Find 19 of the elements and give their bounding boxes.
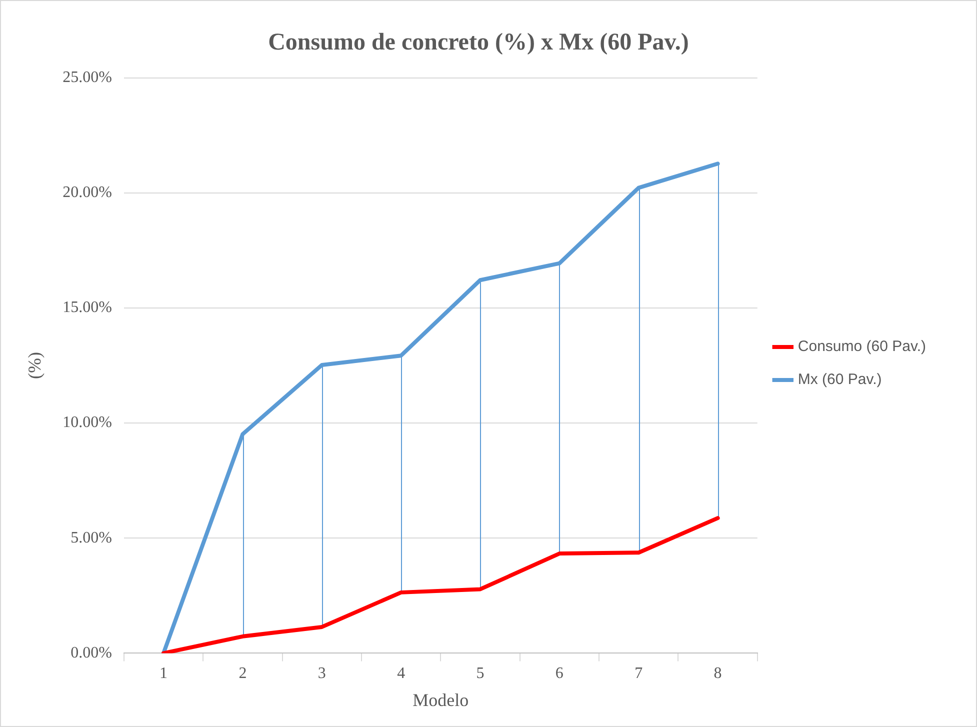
x-tick-label: 5 [476, 665, 484, 682]
x-axis-title: Modelo [412, 690, 469, 710]
x-tick-label: 7 [634, 665, 643, 682]
x-tick-label: 8 [714, 665, 722, 682]
y-tick-label: 25.00% [62, 69, 112, 86]
legend-label: Consumo (60 Pav.) [798, 338, 926, 356]
y-tick-label: 15.00% [62, 299, 112, 316]
y-axis-title: (%) [24, 352, 45, 379]
x-tick-label: 4 [397, 665, 406, 682]
chart-title: Consumo de concreto (%) x Mx (60 Pav.) [268, 30, 689, 56]
y-tick-label: 5.00% [70, 529, 112, 546]
x-tick-label: 6 [555, 665, 564, 682]
x-tick-label: 3 [318, 665, 326, 682]
y-tick-label: 0.00% [70, 644, 112, 662]
x-tick-label: 1 [160, 665, 168, 682]
y-tick-label: 20.00% [62, 184, 112, 202]
legend-label: Mx (60 Pav.) [798, 371, 882, 388]
y-tick-label: 10.00% [62, 414, 112, 432]
x-tick-label: 2 [238, 665, 247, 682]
